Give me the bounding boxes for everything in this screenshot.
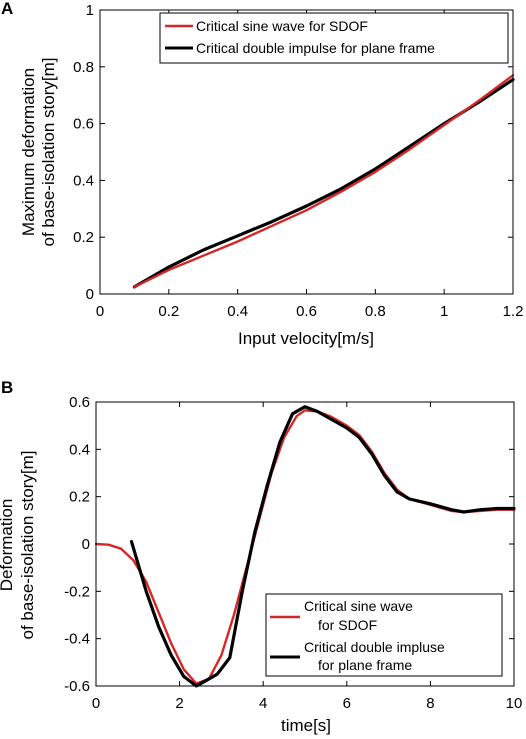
chart-b-ylabel-line1: Deformation — [0, 499, 16, 592]
chart-b-ytick-label: -0.4 — [64, 631, 90, 648]
chart-a-legend: Critical sine wave for SDOF Critical dou… — [159, 12, 509, 64]
chart-a-xtick-label: 0.4 — [227, 303, 248, 320]
chart-b-ytick-label: 0.6 — [69, 394, 90, 411]
chart-a-ytick-label: 0.2 — [73, 229, 94, 246]
chart-b-ylabel-line2: of base-isolation story[m] — [18, 451, 37, 640]
chart-b-xtick-label: 0 — [92, 695, 100, 712]
chart-b-ytick-label: -0.6 — [64, 678, 90, 695]
chart-a-ylabel-line2: of base-isolation story[m] — [39, 58, 58, 247]
chart-a-ytick-label: 0 — [86, 286, 94, 303]
chart-a-ticks: 0 0.2 0.4 0.6 0.8 1 1.2 0 0.2 0.4 0.6 0.8 1 — [73, 2, 523, 320]
chart-a-frame — [99, 9, 514, 295]
chart-a-ylabel-line1: Maximum deformation — [19, 68, 38, 236]
chart-a-ytick-label: 0.6 — [73, 116, 94, 133]
panel-label-a: A — [1, 0, 13, 18]
chart-b-legend: Critical sine wave for SDOF Critical dou… — [265, 593, 503, 677]
chart-a-series-impulse-line — [132, 78, 515, 289]
chart-b-xtick-label: 8 — [426, 695, 434, 712]
chart-b-xtick-label: 4 — [259, 695, 267, 712]
chart-b-series-impulse-line — [129, 405, 516, 688]
chart-a-xtick-label: 1.2 — [503, 303, 524, 320]
chart-a-xlabel: Input velocity[m/s] — [238, 329, 374, 348]
chart-b-legend-box — [265, 593, 503, 677]
chart-a-xtick-label: 0.2 — [158, 303, 179, 320]
chart-b-ytick-label: 0 — [82, 536, 90, 553]
chart-a-lines — [132, 74, 515, 289]
chart-a: A Maximum deformation of base-isolation … — [1, 0, 523, 348]
chart-a-ytick-label: 1 — [86, 2, 94, 19]
chart-b-lines — [94, 405, 516, 688]
chart-a-ytick-label: 0.4 — [73, 172, 94, 189]
legend-label-b-sine-line1: Critical sine wave — [304, 598, 413, 614]
chart-b-ytick-label: -0.2 — [64, 583, 90, 600]
chart-a-ytick-label: 0.8 — [73, 59, 94, 76]
chart-b-xlabel: time[s] — [281, 716, 331, 735]
chart-b-ytick-label: 0.4 — [69, 441, 90, 458]
chart-a-xtick-label: 0.8 — [365, 303, 386, 320]
legend-label-b-impulse-line1: Critical double impluse — [304, 639, 445, 655]
chart-a-legend-box — [159, 12, 509, 64]
chart-b: B Deformation of base-isolation story[m]… — [0, 378, 522, 735]
legend-label-a-impulse: Critical double impulse for plane frame — [196, 40, 435, 56]
chart-a-xtick-label: 0.6 — [296, 303, 317, 320]
chart-b-frame — [95, 401, 515, 687]
chart-b-ticks: 0 2 4 6 8 10 -0.6 -0.4 -0.2 0 0.2 0.4 0.6 — [64, 394, 522, 712]
chart-b-xtick-label: 6 — [343, 695, 351, 712]
chart-a-series-sine-line — [133, 74, 515, 289]
chart-b-ytick-label: 0.2 — [69, 489, 90, 506]
legend-label-b-sine-line2: for SDOF — [318, 617, 377, 633]
legend-label-a-sine: Critical sine wave for SDOF — [196, 18, 368, 34]
legend-label-b-impulse-line2: for plane frame — [318, 657, 412, 673]
panel-label-b: B — [1, 378, 13, 397]
chart-a-xtick-label: 1 — [440, 303, 448, 320]
chart-b-xtick-label: 10 — [506, 695, 523, 712]
chart-b-xtick-label: 2 — [175, 695, 183, 712]
chart-a-xtick-label: 0 — [96, 303, 104, 320]
